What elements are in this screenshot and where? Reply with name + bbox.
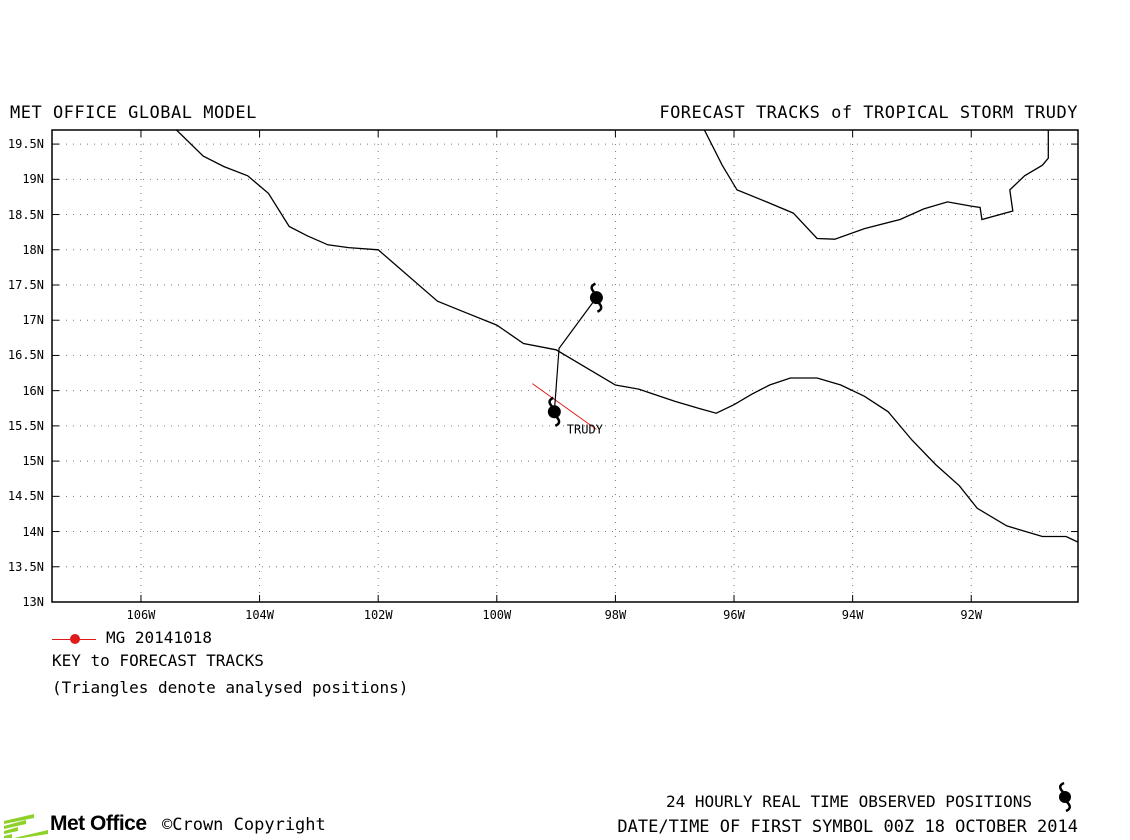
key-note: (Triangles denote analysed positions) [52, 678, 409, 697]
lat-tick-label: 15.5N [7, 418, 44, 433]
header-left-title: MET OFFICE GLOBAL MODEL [10, 103, 257, 123]
tropical-storm-icon [547, 396, 561, 427]
lon-tick-label: 102W [363, 608, 393, 622]
legend-entry: MG 20141018 [52, 628, 212, 647]
storm-arm [548, 396, 554, 408]
lon-tick-label: 100W [482, 608, 512, 622]
legend-entry-label: MG 20141018 [106, 628, 212, 647]
axis-ticks [52, 130, 1078, 603]
met-office-logo: Met Office ©Crown Copyright [0, 812, 360, 840]
storm-core [547, 405, 561, 419]
tropical-storm-icon [1059, 782, 1071, 812]
lon-tick-label: 104W [245, 608, 275, 622]
storm-arm [596, 301, 603, 313]
lat-tick-label: 16N [22, 383, 44, 398]
forecast-track-line [532, 383, 597, 430]
storm-core [589, 291, 603, 305]
lat-tick-label: 19N [22, 172, 44, 187]
lat-tick-label: 14N [22, 524, 44, 539]
storm-arm [590, 282, 596, 294]
lat-tick-label: 13N [22, 595, 44, 609]
tropical-storm-icon [589, 282, 603, 313]
copyright-notice: ©Crown Copyright [162, 815, 326, 835]
storm-arm [554, 415, 561, 427]
lat-tick-label: 16.5N [7, 348, 44, 363]
map-frame [51, 129, 1079, 603]
observed-track-line [553, 297, 597, 412]
lon-tick-label: 92W [960, 608, 983, 622]
lat-tick-label: 18.5N [7, 207, 44, 222]
storm-tracks: TRUDY [532, 282, 604, 436]
met-office-logo-mark [4, 814, 48, 838]
lat-tick-label: 17N [22, 313, 44, 328]
lat-tick-label: 19.5N [7, 137, 44, 152]
lon-tick-label: 96W [723, 608, 745, 622]
observed-positions-label: 24 HOURLY REAL TIME OBSERVED POSITIONS [665, 792, 1032, 811]
lat-tick-label: 14.5N [7, 489, 44, 504]
storm-name-label: TRUDY [567, 422, 604, 436]
lat-tick-label: 17.5N [7, 277, 44, 292]
first-symbol-datetime: DATE/TIME OF FIRST SYMBOL 00Z 18 OCTOBER… [617, 817, 1078, 837]
grid-lines [52, 130, 1078, 602]
lat-tick-label: 15N [22, 454, 44, 469]
key-title: KEY to FORECAST TRACKS [52, 651, 264, 670]
lon-tick-label: 106W [126, 608, 156, 622]
lat-tick-label: 18N [22, 242, 44, 257]
coastline-gulf [703, 130, 1049, 240]
met-office-logo-text: Met Office [50, 812, 147, 835]
coastline-pacific [176, 130, 1078, 543]
lon-tick-label: 98W [604, 608, 627, 622]
lon-tick-label: 94W [841, 608, 864, 622]
coastlines [176, 130, 1078, 543]
lat-tick-label: 13.5N [7, 559, 44, 574]
header-right-title: FORECAST TRACKS of TROPICAL STORM TRUDY [659, 103, 1078, 123]
forecast-track-swatch [52, 633, 96, 645]
